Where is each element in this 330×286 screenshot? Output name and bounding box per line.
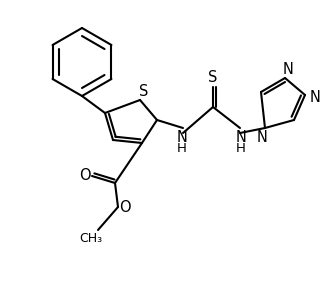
- Text: N: N: [282, 61, 293, 76]
- Text: N: N: [310, 90, 320, 104]
- Text: H: H: [236, 142, 246, 156]
- Text: N: N: [236, 130, 247, 146]
- Text: H: H: [177, 142, 187, 156]
- Text: N: N: [177, 130, 187, 146]
- Text: S: S: [208, 69, 218, 84]
- Text: S: S: [139, 84, 149, 98]
- Text: N: N: [256, 130, 267, 146]
- Text: O: O: [119, 200, 131, 214]
- Text: CH₃: CH₃: [80, 233, 103, 245]
- Text: O: O: [79, 168, 91, 184]
